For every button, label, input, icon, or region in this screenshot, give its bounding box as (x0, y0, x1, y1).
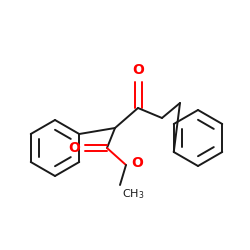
Text: O: O (131, 156, 143, 170)
Text: O: O (132, 63, 144, 77)
Text: CH$_3$: CH$_3$ (122, 187, 144, 201)
Text: O: O (68, 141, 80, 155)
